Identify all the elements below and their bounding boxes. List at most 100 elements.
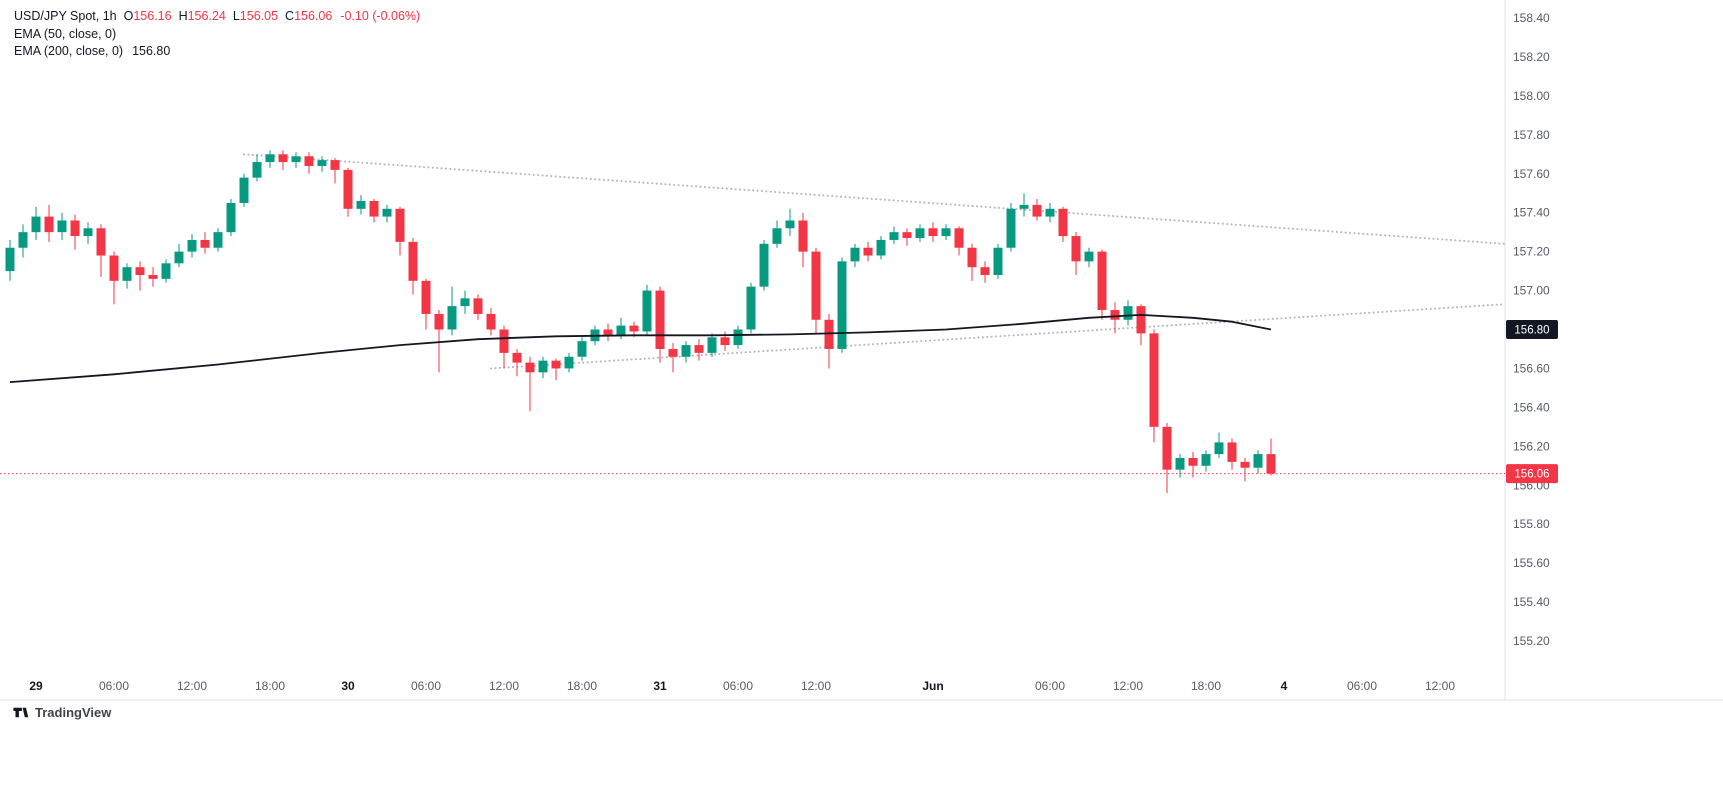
- candle-up: [161, 259, 171, 283]
- tradingview-logo-link[interactable]: TradingView: [12, 704, 111, 721]
- candle-down: [1032, 199, 1042, 221]
- ema50-label: EMA (50, close, 0): [14, 26, 117, 41]
- low-value: 156.05: [239, 9, 279, 23]
- candle-down: [1266, 438, 1276, 476]
- time-tick-label: 06:00: [1035, 679, 1065, 693]
- axis-borders: [0, 0, 1723, 701]
- indicator-row-ema50[interactable]: EMA (50, close, 0): [14, 26, 420, 44]
- candle-down: [44, 204, 54, 242]
- candle-up: [1175, 454, 1185, 478]
- time-tick-label: 18:00: [1191, 679, 1221, 693]
- time-tick-label: 18:00: [567, 679, 597, 693]
- candle-down: [1058, 206, 1068, 242]
- candle-down: [967, 243, 977, 281]
- candle-down: [421, 278, 431, 330]
- symbol-legend-row[interactable]: USD/JPY Spot, 1h O 156.16 H 156.24 L 156.05…: [14, 8, 420, 26]
- candle-down: [1136, 304, 1146, 346]
- svg-text:156.06: 156.06: [1514, 469, 1549, 481]
- candle-up: [1045, 202, 1055, 223]
- candle-down: [330, 158, 340, 184]
- candle-up: [850, 243, 860, 268]
- time-tick-label: 06:00: [99, 679, 129, 693]
- time-tick-label: Jun: [922, 679, 943, 693]
- price-tick-label: 155.80: [1513, 517, 1550, 531]
- candle-down: [1162, 422, 1172, 494]
- candle-down: [70, 214, 80, 250]
- candle-down: [603, 323, 613, 342]
- candle-up: [1006, 202, 1016, 252]
- symbol-title: USD/JPY Spot, 1h: [14, 9, 117, 23]
- candle-down: [148, 267, 158, 287]
- candle-down: [96, 224, 106, 277]
- candle-up: [772, 220, 782, 248]
- candle-down: [1240, 457, 1250, 482]
- ohlc-low: L 156.05: [233, 8, 278, 26]
- candle-down: [200, 232, 210, 254]
- candle-down: [980, 261, 990, 283]
- legend: USD/JPY Spot, 1h O 156.16 H 156.24 L 156.05…: [14, 8, 420, 61]
- candle-up: [174, 243, 184, 268]
- candle-up: [876, 236, 886, 260]
- candle-up: [564, 352, 574, 373]
- candle-up: [538, 356, 548, 379]
- candle-down: [525, 356, 535, 412]
- candle-down: [278, 150, 288, 170]
- time-axis[interactable]: 29 06:00 12:00 18:00 30 06:00 12:00 18:00 31 06:0…: [29, 679, 1455, 693]
- candle-up: [5, 239, 15, 281]
- time-tick-label: 18:00: [255, 679, 285, 693]
- price-axis[interactable]: 158.40 158.20 158.00 157.80 157.60 157.40 157.…: [1513, 11, 1550, 648]
- candle-up: [837, 257, 847, 353]
- candle-up: [941, 224, 951, 240]
- candle-down: [499, 325, 509, 369]
- price-tick-label: 158.00: [1513, 89, 1550, 103]
- price-tick-label: 156.40: [1513, 400, 1550, 414]
- candle-up: [122, 263, 132, 289]
- candle-up: [733, 325, 743, 349]
- candle-up: [226, 199, 236, 237]
- ohlc-open: O 156.16: [124, 8, 172, 26]
- candle-up: [642, 284, 652, 336]
- price-tick-label: 157.00: [1513, 284, 1550, 298]
- indicator-row-ema200[interactable]: EMA (200, close, 0) 156.80: [14, 43, 420, 61]
- trendline[interactable]: [243, 153, 1506, 245]
- candle-up: [707, 333, 717, 357]
- candle-up: [265, 150, 275, 168]
- price-tick-label: 158.20: [1513, 50, 1550, 64]
- candle-down: [1227, 438, 1237, 470]
- close-label: C: [285, 9, 295, 23]
- price-tick-label: 158.40: [1513, 11, 1550, 25]
- candle-down: [512, 348, 522, 377]
- candle-down: [694, 339, 704, 361]
- ema-200-line[interactable]: [9, 314, 1272, 383]
- price-tick-label: 156.60: [1513, 361, 1550, 375]
- candle-up: [577, 337, 587, 361]
- candle-up: [759, 239, 769, 291]
- candle-down: [824, 313, 834, 369]
- candle-up: [1084, 247, 1094, 268]
- candle-up: [1253, 450, 1263, 474]
- candle-up: [57, 212, 67, 240]
- candle-down: [343, 167, 353, 217]
- svg-text:156.80: 156.80: [1514, 325, 1549, 337]
- candle-down: [928, 222, 938, 242]
- candle-down: [486, 308, 496, 336]
- trendlines[interactable]: [243, 153, 1506, 370]
- change-value: -0.10 (-0.06%): [340, 9, 421, 23]
- candle-down: [1149, 329, 1159, 443]
- price-tick-label: 156.20: [1513, 439, 1550, 453]
- candle-down: [655, 286, 665, 363]
- candle-up: [252, 154, 262, 182]
- candle-down: [1097, 249, 1107, 320]
- candle-up: [889, 226, 899, 244]
- candle-down: [434, 310, 444, 373]
- candle-up: [382, 204, 392, 223]
- candle-down: [1071, 232, 1081, 275]
- candle-down: [1188, 452, 1198, 478]
- candle-down: [902, 228, 912, 246]
- candle-down: [668, 343, 678, 373]
- candle-up: [187, 234, 197, 258]
- time-tick-label: 12:00: [177, 679, 207, 693]
- candle-down: [395, 206, 405, 256]
- candle-down: [304, 152, 314, 174]
